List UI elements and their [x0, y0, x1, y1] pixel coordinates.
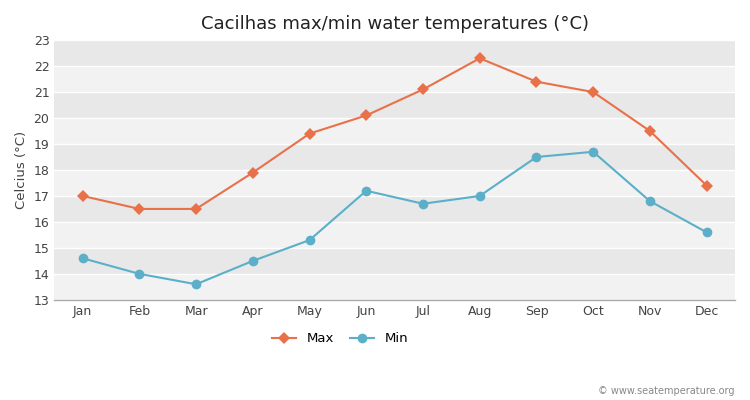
Max — [589, 90, 598, 94]
Bar — [54, 170, 735, 196]
Max — [135, 206, 144, 211]
Bar — [54, 144, 735, 170]
Min — [419, 201, 428, 206]
Bar — [54, 118, 735, 144]
Max — [532, 79, 541, 84]
Max — [362, 113, 370, 118]
Max — [702, 183, 711, 188]
Min — [702, 230, 711, 235]
Text: © www.seatemperature.org: © www.seatemperature.org — [598, 386, 735, 396]
Line: Max: Max — [79, 54, 711, 213]
Y-axis label: Celcius (°C): Celcius (°C) — [15, 131, 28, 209]
Min — [589, 149, 598, 154]
Max — [476, 56, 484, 61]
Line: Min: Min — [78, 147, 712, 289]
Bar — [54, 196, 735, 222]
Min — [191, 282, 200, 287]
Bar — [54, 222, 735, 248]
Bar — [54, 40, 735, 66]
Min — [78, 256, 87, 261]
Bar — [54, 66, 735, 92]
Min — [476, 194, 484, 198]
Min — [305, 238, 314, 242]
Max — [419, 87, 428, 92]
Max — [646, 129, 655, 134]
Legend: Max, Min: Max, Min — [267, 327, 413, 350]
Max — [78, 194, 87, 198]
Bar — [54, 92, 735, 118]
Min — [135, 272, 144, 276]
Bar — [54, 274, 735, 300]
Title: Cacilhas max/min water temperatures (°C): Cacilhas max/min water temperatures (°C) — [201, 15, 589, 33]
Min — [248, 258, 257, 263]
Bar — [54, 248, 735, 274]
Min — [532, 154, 541, 159]
Min — [646, 199, 655, 204]
Max — [305, 131, 314, 136]
Min — [362, 188, 370, 193]
Max — [191, 206, 200, 211]
Max — [248, 170, 257, 175]
